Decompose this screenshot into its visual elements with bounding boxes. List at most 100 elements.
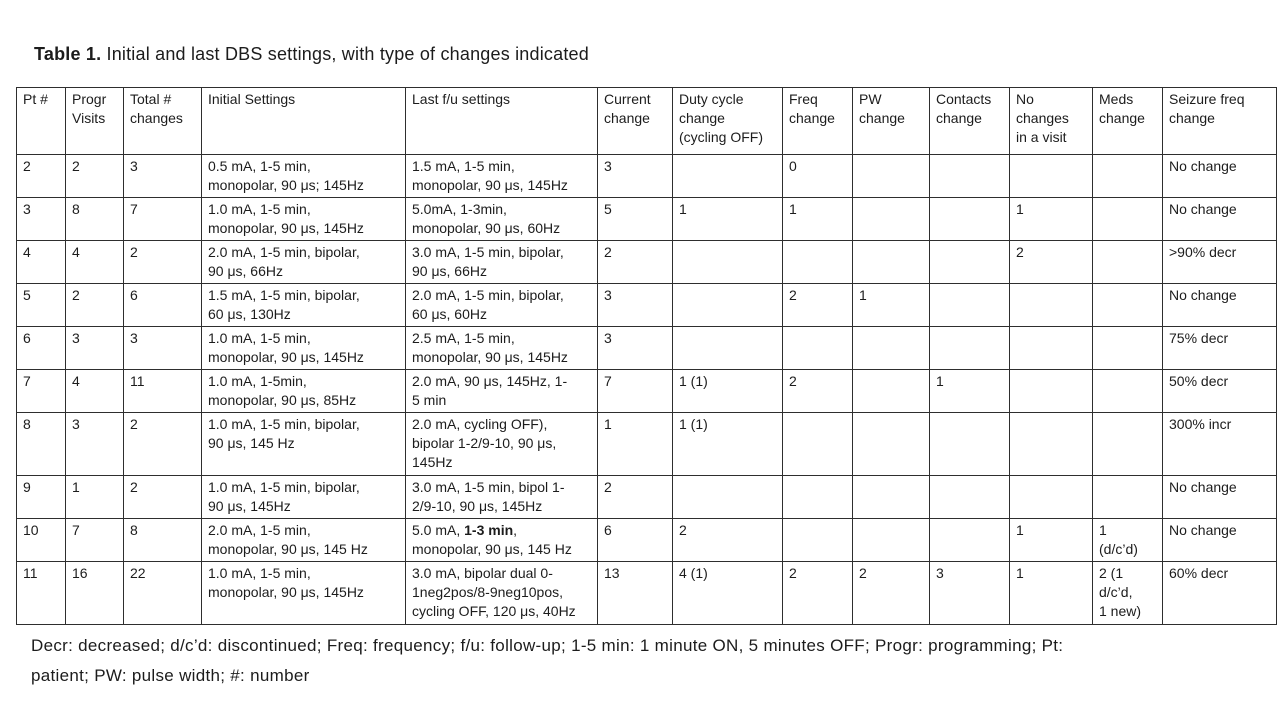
table-cell: 8: [65, 197, 124, 241]
table-cell: No change: [1162, 475, 1277, 519]
table-cell: 3: [597, 154, 673, 198]
table-cell: 1: [852, 283, 930, 327]
table-row: 2 2 3 0.5 mA, 1-5 min, monopolar, 90 μs; 14…: [16, 154, 1277, 198]
table-cell: 1: [929, 369, 1010, 413]
column-header: Duty cycle change (cycling OFF): [672, 87, 783, 155]
table-row: 11 16 22 1.0 mA, 1-5 min, monopolar, 90 μs,…: [16, 561, 1277, 625]
table-cell: 1 (d/c’d): [1092, 518, 1163, 562]
table-row: 6 3 3 1.0 mA, 1-5 min, monopolar, 90 μs, 14…: [16, 326, 1277, 370]
table-cell: 3: [16, 197, 66, 241]
column-header: Contacts change: [929, 87, 1010, 155]
table-cell: 1: [597, 412, 673, 476]
table-row: 8 3 2 1.0 mA, 1-5 min, bipolar, 90 μs, 145 …: [16, 412, 1277, 476]
table-cell: 75% decr: [1162, 326, 1277, 370]
table-cell: 3: [929, 561, 1010, 625]
column-header: No changes in a visit: [1009, 87, 1093, 155]
table-cell: 2 (1 d/c’d, 1 new): [1092, 561, 1163, 625]
table-cell: [1009, 475, 1093, 519]
table-cell: 22: [123, 561, 202, 625]
table-cell: [1092, 412, 1163, 476]
table-cell: 3: [597, 326, 673, 370]
table-cell: 2: [65, 283, 124, 327]
table-cell: 1.0 mA, 1-5 min, monopolar, 90 μs, 145Hz: [201, 197, 406, 241]
table-cell: 1.5 mA, 1-5 min, bipolar, 60 μs, 130Hz: [201, 283, 406, 327]
table-cell: 2: [782, 369, 853, 413]
table-cell: 6: [123, 283, 202, 327]
column-header: Seizure freq change: [1162, 87, 1277, 155]
table-cell: 7: [597, 369, 673, 413]
table-cell: [929, 240, 1010, 284]
table-title-number: Table 1.: [34, 44, 102, 64]
table-cell: [1009, 326, 1093, 370]
table-cell: No change: [1162, 154, 1277, 198]
table-cell: [929, 475, 1010, 519]
table-cell: 1: [782, 197, 853, 241]
table-cell: 6: [16, 326, 66, 370]
column-header: PW change: [852, 87, 930, 155]
table-cell: 2: [597, 475, 673, 519]
table-cell: 5.0 mA, 1-3 min, monopolar, 90 μs, 145 H…: [405, 518, 598, 562]
table-cell: [1092, 326, 1163, 370]
table-cell: [672, 154, 783, 198]
table-cell: 4: [65, 369, 124, 413]
table-cell: [929, 197, 1010, 241]
column-header: Last f/u settings: [405, 87, 598, 155]
table-cell: 1.0 mA, 1-5 min, monopolar, 90 μs, 145Hz: [201, 326, 406, 370]
table-cell: 3.0 mA, bipolar dual 0- 1neg2pos/8-9neg1…: [405, 561, 598, 625]
column-header: Freq change: [782, 87, 853, 155]
table-cell: 2: [65, 154, 124, 198]
table-cell: 2: [123, 475, 202, 519]
table-cell: [1092, 369, 1163, 413]
column-header: Initial Settings: [201, 87, 406, 155]
column-header: Pt #: [16, 87, 66, 155]
table-cell: [852, 369, 930, 413]
table-row: 9 1 2 1.0 mA, 1-5 min, bipolar, 90 μs, 145H…: [16, 475, 1277, 519]
table-cell: [929, 283, 1010, 327]
table-header: Pt # Progr Visits Total # changes Initial S…: [16, 87, 1277, 155]
table-cell: 2: [16, 154, 66, 198]
table-cell: 1 (1): [672, 369, 783, 413]
table-cell: 4: [65, 240, 124, 284]
table-cell: 10: [16, 518, 66, 562]
table-body: 2 2 3 0.5 mA, 1-5 min, monopolar, 90 μs; 14…: [16, 154, 1277, 625]
table-cell: No change: [1162, 197, 1277, 241]
table-cell: 0: [782, 154, 853, 198]
table-cell: [929, 518, 1010, 562]
table-cell: [782, 326, 853, 370]
table-cell: 2: [123, 412, 202, 476]
table-cell: [1009, 154, 1093, 198]
table-cell: 1: [1009, 518, 1093, 562]
table-cell: 9: [16, 475, 66, 519]
table-cell: No change: [1162, 518, 1277, 562]
table-cell: [782, 240, 853, 284]
header-row: Pt # Progr Visits Total # changes Initial S…: [16, 87, 1277, 155]
table-cell: 4 (1): [672, 561, 783, 625]
table-cell: 7: [16, 369, 66, 413]
table-cell: 2: [852, 561, 930, 625]
column-header: Total # changes: [123, 87, 202, 155]
table-cell: [672, 475, 783, 519]
table-row: 5 2 6 1.5 mA, 1-5 min, bipolar, 60 μs, 130H…: [16, 283, 1277, 327]
table-cell: 4: [16, 240, 66, 284]
table-cell: 2.0 mA, 1-5 min, monopolar, 90 μs, 145 H…: [201, 518, 406, 562]
table-cell: 2: [597, 240, 673, 284]
table-cell: 7: [123, 197, 202, 241]
column-header: Progr Visits: [65, 87, 124, 155]
table-cell: 11: [16, 561, 66, 625]
table-cell: 60% decr: [1162, 561, 1277, 625]
table-cell: 16: [65, 561, 124, 625]
table-cell: 3: [123, 154, 202, 198]
table-cell: 1: [1009, 197, 1093, 241]
table-cell: 1.0 mA, 1-5 min, bipolar, 90 μs, 145 Hz: [201, 412, 406, 476]
table-cell: 2: [1009, 240, 1093, 284]
table-cell: [852, 240, 930, 284]
table-cell: 3.0 mA, 1-5 min, bipolar, 90 μs, 66Hz: [405, 240, 598, 284]
table-cell: 3: [65, 326, 124, 370]
table-cell: [1092, 197, 1163, 241]
table-cell: 1.0 mA, 1-5min, monopolar, 90 μs, 85Hz: [201, 369, 406, 413]
table-cell: [1092, 475, 1163, 519]
table-cell: [782, 412, 853, 476]
table-cell: 1.0 mA, 1-5 min, bipolar, 90 μs, 145Hz: [201, 475, 406, 519]
table-cell: 3: [65, 412, 124, 476]
